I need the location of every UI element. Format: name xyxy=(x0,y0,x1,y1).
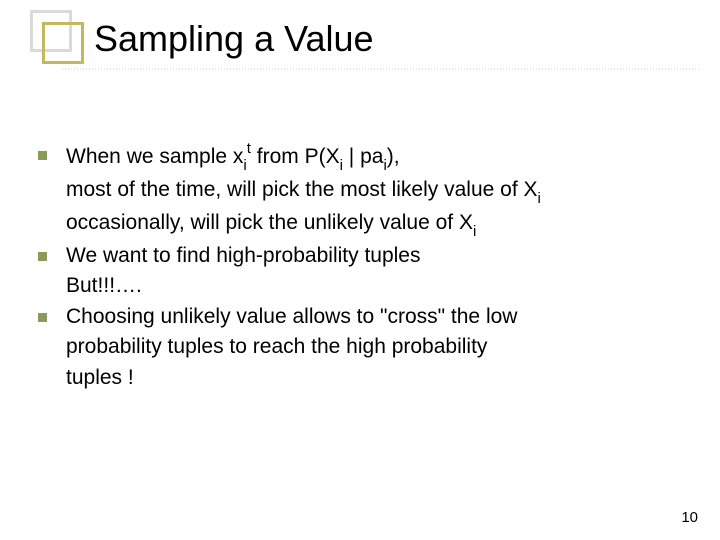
body-line: most of the time, will pick the most lik… xyxy=(36,175,700,208)
body-line: But!!!…. xyxy=(36,271,700,301)
subscript-i: i xyxy=(340,157,343,174)
text-fragment: from P(X xyxy=(251,145,340,168)
page-number: 10 xyxy=(681,509,698,526)
subscript-i: i xyxy=(383,157,386,174)
subscript-i: i xyxy=(538,190,541,207)
slide-title: Sampling a Value xyxy=(94,18,720,60)
bullet-line-3: Choosing unlikely value allows to "cross… xyxy=(36,302,700,332)
text-fragment: But!!!…. xyxy=(66,274,142,297)
text-fragment: probability tuples to reach the high pro… xyxy=(66,335,487,358)
text-fragment: tuples ! xyxy=(66,366,134,389)
subscript-i: i xyxy=(473,223,476,240)
bullet-line-2: We want to find high-probability tuples xyxy=(36,241,700,271)
slide-body: When we sample xit from P(Xi | pai), mos… xyxy=(36,140,700,393)
title-area: Sampling a Value xyxy=(0,0,720,60)
body-line: occasionally, will pick the unlikely val… xyxy=(36,208,700,241)
bullet-icon xyxy=(38,313,47,322)
text-fragment: When we sample x xyxy=(66,145,243,168)
bullet-icon xyxy=(38,151,47,160)
text-fragment: ), xyxy=(387,145,400,168)
text-fragment: We want to find high-probability tuples xyxy=(66,244,420,267)
bullet-icon xyxy=(38,252,47,261)
text-fragment: Choosing unlikely value allows to "cross… xyxy=(66,305,517,328)
superscript-t: t xyxy=(247,140,251,157)
text-fragment: occasionally, will pick the unlikely val… xyxy=(66,211,473,234)
bullet-line-1: When we sample xit from P(Xi | pai), xyxy=(36,140,700,175)
corner-square-front xyxy=(42,22,84,64)
text-fragment: most of the time, will pick the most lik… xyxy=(66,178,538,201)
body-line: tuples ! xyxy=(36,363,700,393)
subscript-i: i xyxy=(243,157,246,174)
title-underline xyxy=(62,68,700,70)
body-line: probability tuples to reach the high pro… xyxy=(36,332,700,362)
text-fragment: | pa xyxy=(343,145,383,168)
